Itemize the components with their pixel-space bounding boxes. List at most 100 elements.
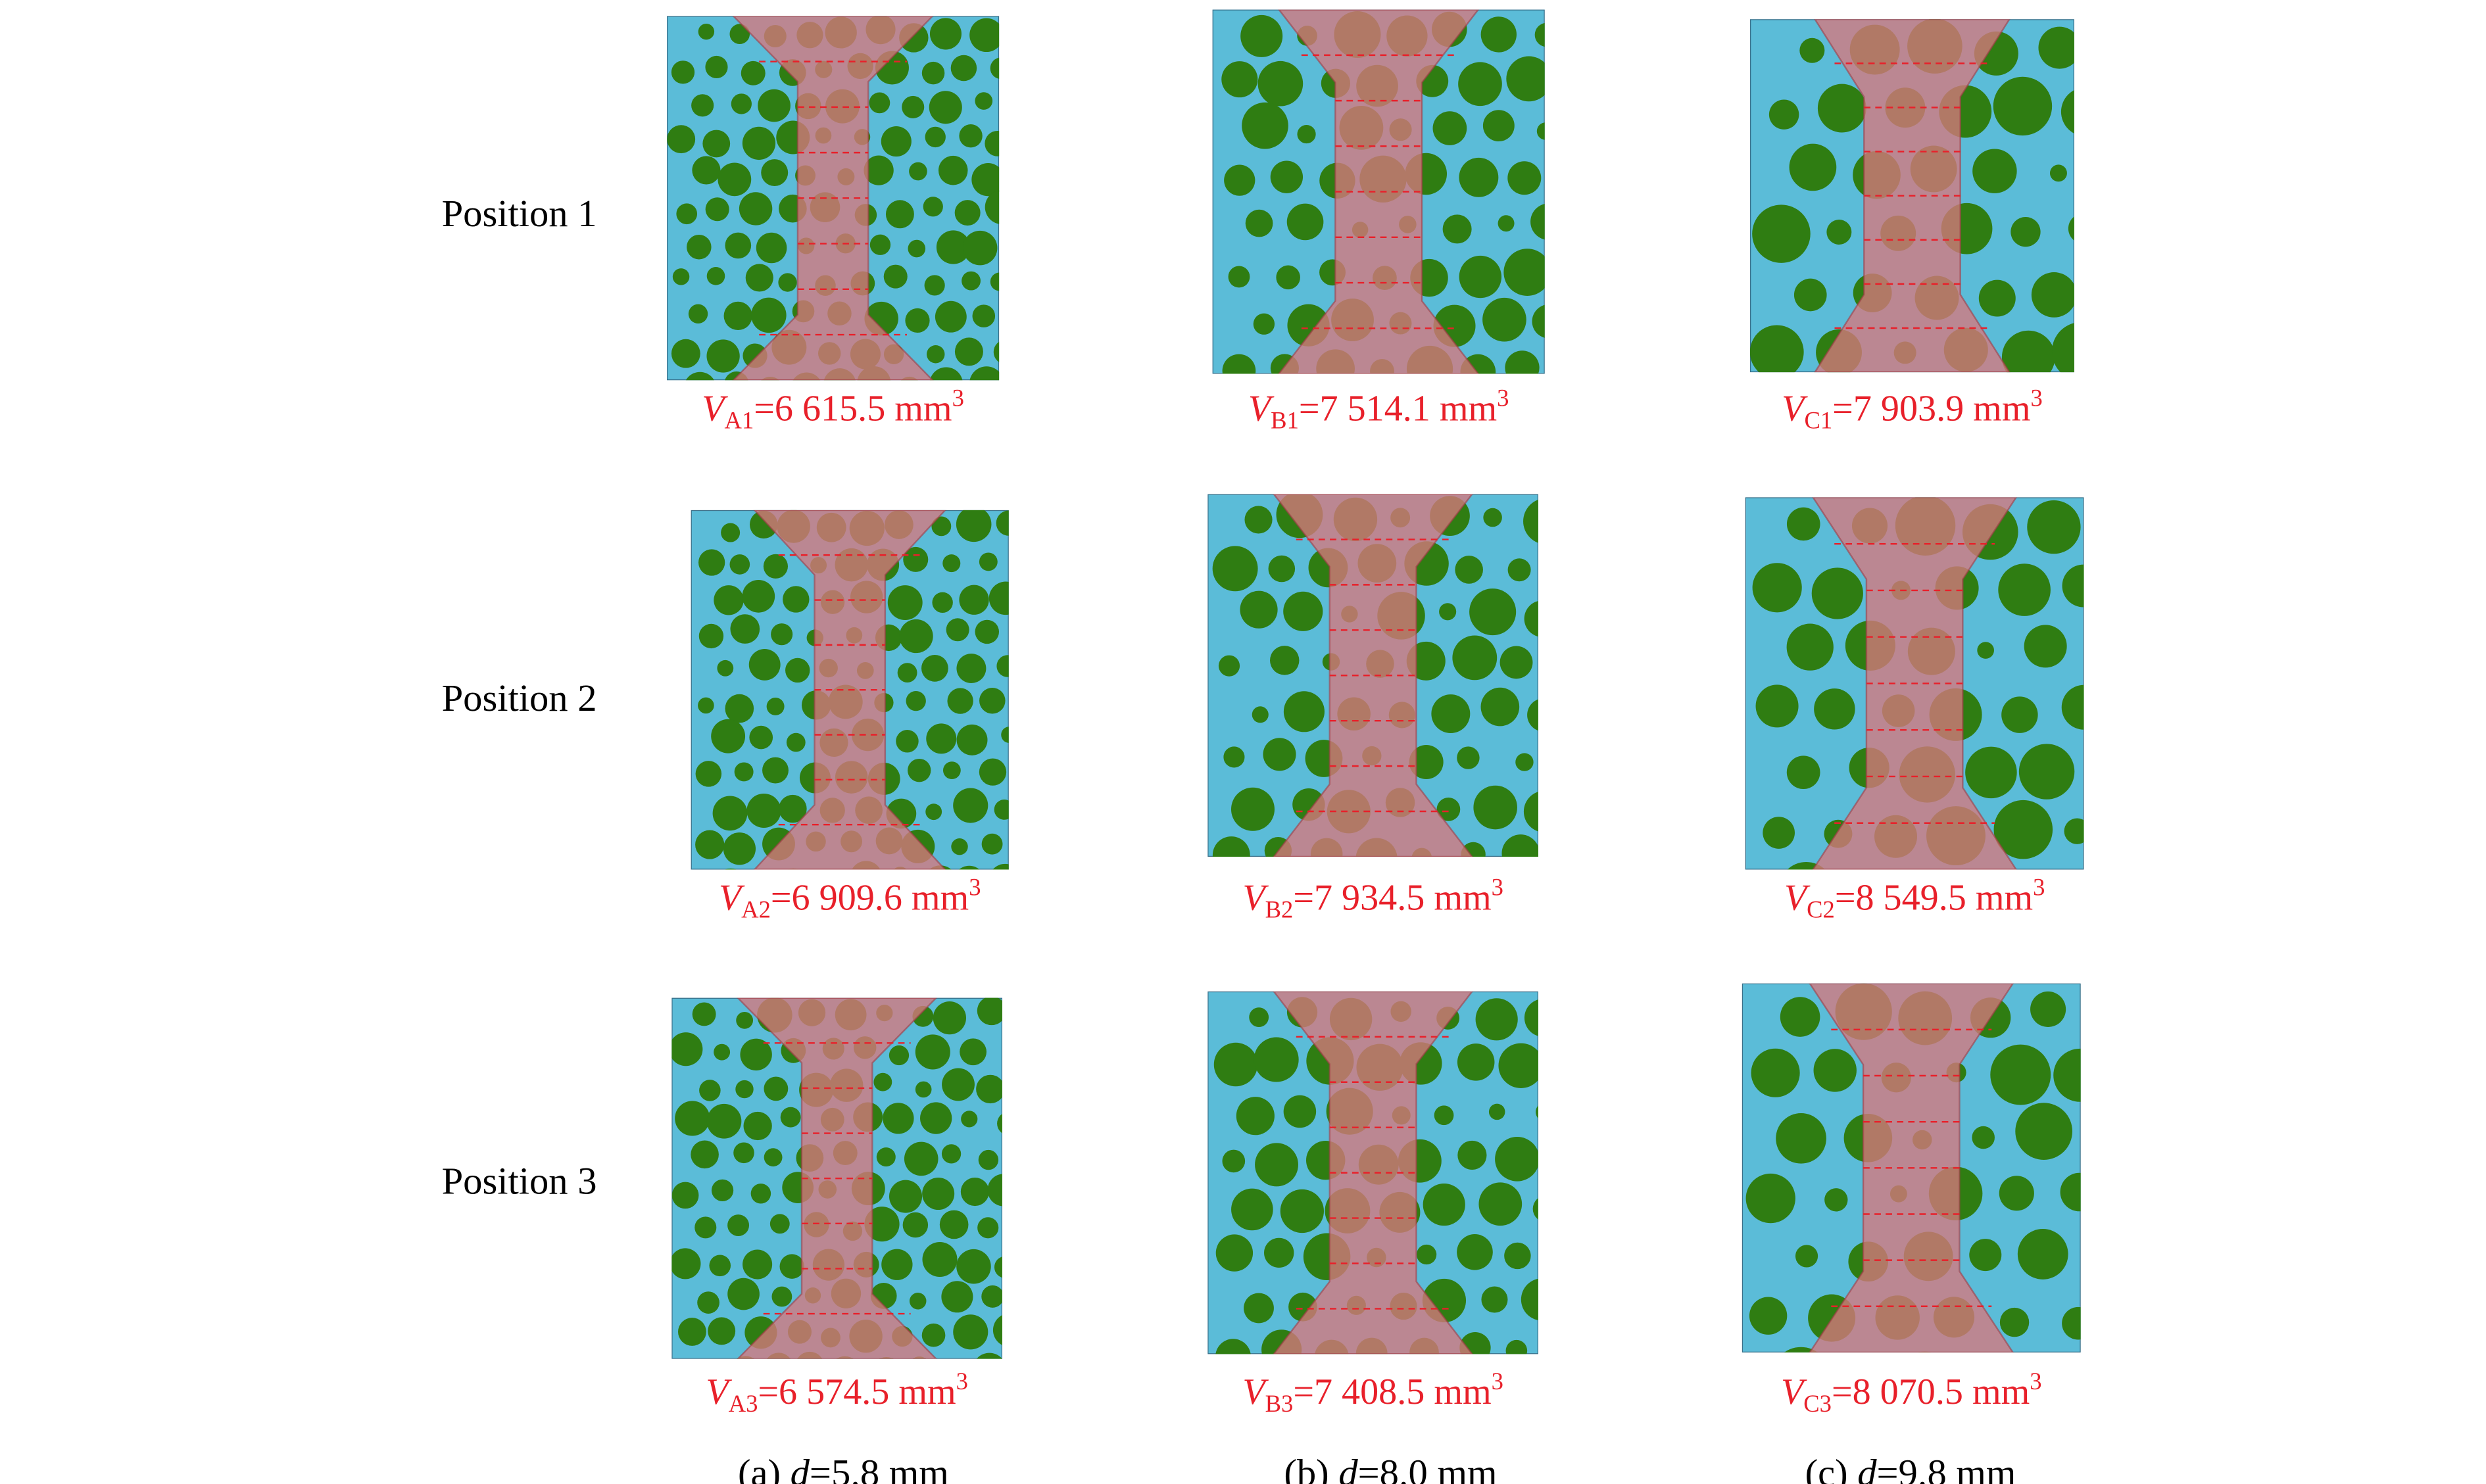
particle bbox=[977, 1217, 999, 1239]
particle bbox=[764, 1076, 789, 1101]
particle bbox=[1434, 1105, 1454, 1126]
particle bbox=[1457, 1233, 1493, 1270]
particle bbox=[748, 648, 781, 681]
particle bbox=[972, 304, 996, 327]
particle bbox=[1554, 1145, 1593, 1184]
particle bbox=[762, 757, 789, 784]
particle bbox=[705, 55, 728, 79]
panel-image bbox=[1207, 991, 1593, 1354]
particle bbox=[671, 60, 695, 84]
row-label: Position 1 bbox=[442, 192, 597, 235]
particle bbox=[1749, 1297, 1788, 1335]
particle bbox=[1249, 1007, 1269, 1028]
particle bbox=[1534, 22, 1545, 47]
particle bbox=[1457, 746, 1480, 769]
particle bbox=[733, 1142, 754, 1164]
particle bbox=[687, 234, 712, 260]
particle bbox=[899, 619, 933, 654]
particle bbox=[1439, 603, 1457, 621]
particle bbox=[1280, 1189, 1324, 1233]
particle bbox=[725, 694, 754, 723]
particle bbox=[709, 1255, 731, 1277]
particle bbox=[1750, 325, 1804, 373]
particle bbox=[1469, 588, 1517, 636]
particle bbox=[1442, 214, 1472, 244]
particle bbox=[1562, 362, 1582, 382]
particle bbox=[1016, 1004, 1038, 1026]
volume-subscript: A1 bbox=[725, 406, 754, 433]
particle bbox=[941, 1281, 973, 1313]
particle bbox=[942, 761, 961, 780]
particle bbox=[1998, 563, 2051, 616]
particle bbox=[921, 654, 948, 682]
particle bbox=[985, 190, 1000, 224]
particle bbox=[925, 126, 946, 148]
hourglass-region bbox=[1278, 9, 1480, 374]
particle bbox=[2060, 89, 2074, 134]
particle bbox=[2001, 696, 2038, 733]
particle bbox=[2051, 323, 2074, 373]
particle bbox=[950, 55, 977, 82]
particle bbox=[1999, 1307, 2030, 1337]
particle bbox=[969, 366, 1000, 381]
particle bbox=[1977, 642, 1994, 659]
particle bbox=[750, 1184, 771, 1204]
particle bbox=[1978, 279, 2016, 317]
hourglass-region bbox=[1273, 991, 1473, 1354]
particle bbox=[909, 1293, 927, 1310]
particle bbox=[1455, 556, 1483, 584]
particle bbox=[959, 124, 983, 148]
particle bbox=[1257, 60, 1304, 107]
volume-symbol: V bbox=[1248, 388, 1275, 429]
particle bbox=[2086, 742, 2141, 797]
particle bbox=[1811, 567, 1863, 619]
particle bbox=[971, 163, 1000, 197]
particle bbox=[962, 271, 981, 291]
particle bbox=[671, 339, 700, 368]
particle bbox=[2087, 993, 2131, 1038]
particle bbox=[764, 1148, 783, 1167]
particle bbox=[956, 510, 992, 542]
particle bbox=[721, 523, 741, 542]
column-caption: (c) d=9.8 mm bbox=[1805, 1451, 2016, 1484]
particle bbox=[922, 1242, 958, 1278]
particle bbox=[2053, 1048, 2081, 1102]
particle bbox=[1557, 649, 1585, 677]
particle bbox=[1556, 747, 1590, 780]
particle bbox=[978, 1149, 999, 1170]
particle bbox=[1297, 125, 1316, 144]
volume-subscript: A3 bbox=[729, 1390, 758, 1417]
particle bbox=[778, 273, 797, 292]
particle bbox=[947, 688, 973, 714]
volume-value: =7 408.5 mm bbox=[1293, 1372, 1491, 1412]
particle bbox=[938, 155, 968, 185]
particle bbox=[1231, 787, 1275, 831]
particle bbox=[741, 60, 766, 85]
particle bbox=[1458, 62, 1502, 107]
particle bbox=[1503, 249, 1545, 296]
particle bbox=[920, 1102, 952, 1134]
particle bbox=[979, 687, 1006, 714]
particle bbox=[2122, 805, 2170, 852]
particle bbox=[2049, 164, 2067, 182]
particle bbox=[935, 300, 967, 333]
particle bbox=[889, 1180, 923, 1213]
particle bbox=[2038, 26, 2074, 69]
particle bbox=[1270, 646, 1300, 675]
particle bbox=[908, 239, 926, 258]
particle bbox=[1523, 499, 1538, 543]
particle bbox=[1507, 558, 1531, 582]
particle bbox=[2087, 872, 2139, 924]
column-caption: (a) d=5.8 mm bbox=[738, 1451, 949, 1484]
particle bbox=[725, 868, 737, 870]
particle bbox=[1993, 800, 2053, 859]
particle bbox=[975, 619, 999, 644]
particle bbox=[711, 1179, 734, 1202]
particle bbox=[873, 1072, 892, 1091]
particle bbox=[1013, 1351, 1045, 1383]
particle bbox=[981, 1285, 1002, 1308]
particle bbox=[1481, 1286, 1508, 1313]
volume-caption: VC3=8 070.5 mm3 bbox=[1781, 1368, 2042, 1417]
volume-value: =8 070.5 mm bbox=[1832, 1372, 2030, 1412]
